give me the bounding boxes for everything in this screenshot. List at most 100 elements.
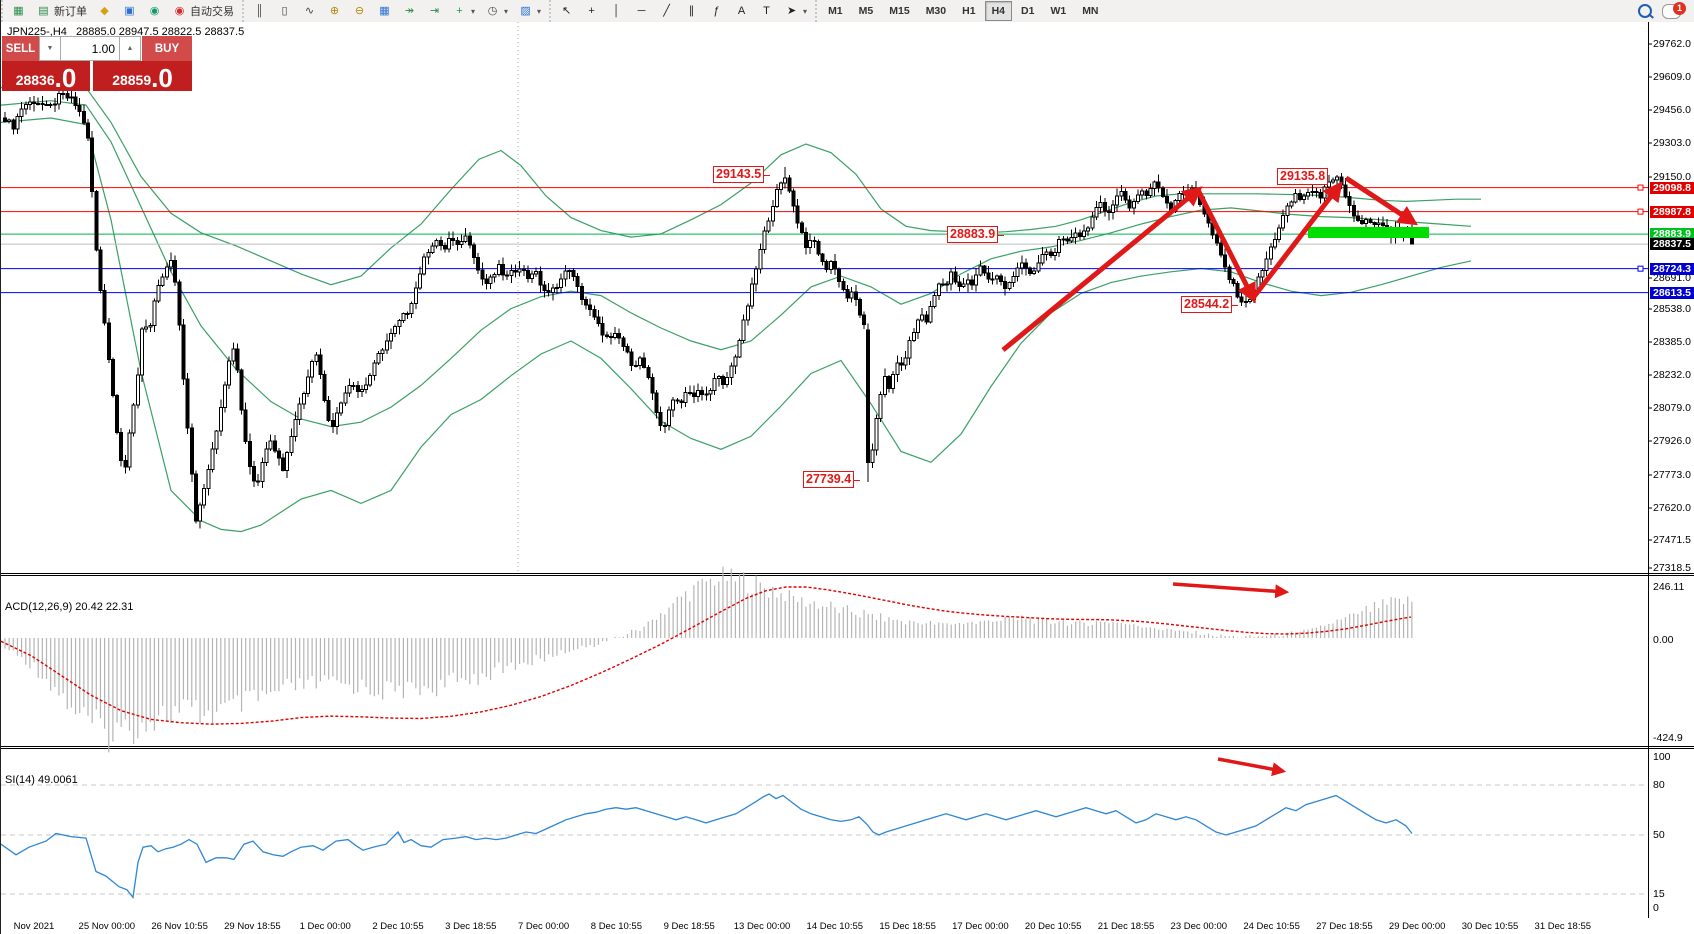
candles <box>3 86 1414 529</box>
trend-arrow <box>1195 188 1256 304</box>
price-tick: 27773.0 <box>1653 469 1691 481</box>
chart-plus-icon: ▦ <box>13 4 24 17</box>
sell-price-main: 28836 <box>15 72 55 88</box>
price-tick: 28385.0 <box>1653 336 1691 348</box>
macd-scale-tick: 0.00 <box>1653 634 1674 646</box>
price-annotation[interactable]: 29135.8 <box>1277 168 1329 185</box>
macd-scale-tick: -424.9 <box>1653 732 1683 744</box>
time-label: 1 Dec 00:00 <box>299 921 351 932</box>
time-label: 25 Nov 00:00 <box>78 921 136 932</box>
arrows-button[interactable]: ➤ ▾ <box>779 1 812 22</box>
sell-button[interactable]: SELL <box>2 36 39 61</box>
timeframe-m5-button[interactable]: M5 <box>858 5 874 17</box>
price-tick: 28691.0 <box>1653 272 1691 284</box>
arrows-icon: ➤ <box>786 4 797 17</box>
chat-icon[interactable]: 1 <box>1662 1 1686 19</box>
charts-toolbar-group: ║ ▯ ∿ ⊕ ⊖ ▦ ↠ ⇥ + ▾ ◷ ▾ ▨ ▾ <box>242 0 549 22</box>
buy-button[interactable]: BUY <box>142 36 192 61</box>
fibonacci-button[interactable]: ƒ <box>704 1 729 22</box>
price-tick: 27926.0 <box>1653 435 1691 447</box>
timeframe-mn-button[interactable]: MN <box>1082 5 1099 17</box>
vertical-line-button[interactable]: │ <box>604 1 629 22</box>
tile-windows-button[interactable]: ▦ <box>372 1 397 22</box>
templates-button[interactable]: ▨ ▾ <box>513 1 546 22</box>
chevron-down-icon: ▾ <box>471 6 476 16</box>
timeframe-w1-button[interactable]: W1 <box>1050 5 1067 17</box>
robot-button[interactable]: ◉ 自动交易 <box>167 1 239 22</box>
price-badge: 28883.9 <box>1650 228 1694 240</box>
ohlc-values: 28885.0 28947.5 28822.5 28837.5 <box>75 26 245 38</box>
timeframe-h4-button[interactable]: H4 <box>984 1 1012 21</box>
price-annotation[interactable]: 28544.2 <box>1181 296 1239 313</box>
zoom-in-icon: ⊕ <box>329 4 340 17</box>
time-label: 7 Dec 00:00 <box>517 921 570 932</box>
channel-icon: ∥ <box>688 4 695 17</box>
tile-windows-icon: ▦ <box>379 4 390 17</box>
channel-button[interactable]: ∥ <box>679 1 704 22</box>
text-label-button[interactable]: T <box>754 1 779 22</box>
chart-shift-icon: ⇥ <box>429 4 440 17</box>
crosshair-button[interactable]: + <box>579 1 604 22</box>
chevron-down-icon: ▾ <box>803 6 808 16</box>
search-icon[interactable] <box>1638 4 1652 18</box>
timeframe-d1-button[interactable]: D1 <box>1021 5 1035 17</box>
auto-scroll-button[interactable]: ↠ <box>397 1 422 22</box>
volume-increase-button[interactable]: ▲ <box>119 36 141 61</box>
horizontal-line-button[interactable]: ─ <box>629 1 654 22</box>
bar-chart-button[interactable]: ║ <box>247 1 272 22</box>
chart-shift-button[interactable]: ⇥ <box>422 1 447 22</box>
time-label: 20 Dec 10:55 <box>1024 921 1082 932</box>
signal-button[interactable]: ◉ <box>142 1 167 22</box>
templates-icon: ▨ <box>520 4 531 17</box>
chart-plus-button[interactable]: ▦ <box>6 1 31 22</box>
trendline-button[interactable]: ╱ <box>654 1 679 22</box>
periods-icon: ◷ <box>487 4 498 17</box>
buy-price-frac: .0 <box>151 63 173 93</box>
rsi-scale-tick: 80 <box>1653 779 1665 791</box>
crosshair-icon: + <box>588 4 595 17</box>
price-badge: 28837.5 <box>1650 238 1694 250</box>
symbol-timeframe-label: JPN225-,H4 <box>7 26 67 38</box>
price-tick: 29150.0 <box>1653 171 1691 183</box>
zoom-in-button[interactable]: ⊕ <box>322 1 347 22</box>
timeframe-h1-button[interactable]: H1 <box>962 5 976 17</box>
line-chart-icon: ∿ <box>304 4 315 17</box>
candlestick-chart-button[interactable]: ▯ <box>272 1 297 22</box>
zoom-out-button[interactable]: ⊖ <box>347 1 372 22</box>
text-button[interactable]: A <box>729 1 754 22</box>
price-badge: 28613.5 <box>1650 287 1694 299</box>
timeframe-m15-button[interactable]: M15 <box>889 5 910 17</box>
time-label: 15 Dec 18:55 <box>879 921 936 932</box>
timeframe-m1-button[interactable]: M1 <box>828 5 843 17</box>
diamond-button[interactable]: ◆ <box>92 1 117 22</box>
price-annotation[interactable]: 29143.5 <box>713 166 771 183</box>
text-label-icon: T <box>763 4 770 17</box>
chevron-down-icon: ▾ <box>504 6 509 16</box>
buy-price[interactable]: 28859 .0 <box>93 61 192 91</box>
text-icon: A <box>737 4 746 17</box>
indicators-icon: + <box>456 4 463 17</box>
timeframe-m30-button[interactable]: M30 <box>925 5 947 17</box>
time-label: 30 Dec 10:55 <box>1461 921 1519 932</box>
chart-area[interactable]: ACD(12,26,9) 20.42 22.31 SI(14) 49.0061 … <box>1 22 1694 934</box>
sell-price[interactable]: 28836 .0 <box>2 61 90 91</box>
price-annotation[interactable]: 27739.4 <box>803 471 861 488</box>
time-label: Nov 2021 <box>13 921 55 932</box>
rsi-scale-tick: 50 <box>1653 829 1665 841</box>
bollinger-upper <box>1 82 1481 286</box>
rsi-scale-tick: 0 <box>1653 902 1659 914</box>
monitor-icon: ▣ <box>124 4 135 17</box>
line-chart-button[interactable]: ∿ <box>297 1 322 22</box>
rsi-trend-arrow <box>1217 757 1287 777</box>
volume-input[interactable]: 1.00 <box>61 36 119 61</box>
volume-decrease-button[interactable]: ▼ <box>39 36 61 61</box>
indicators-button[interactable]: + ▾ <box>447 1 480 22</box>
price-tick: 28079.0 <box>1653 402 1691 414</box>
time-label: 24 Dec 10:55 <box>1243 921 1300 932</box>
price-annotation[interactable]: 28883.9 <box>947 226 1005 243</box>
monitor-button[interactable]: ▣ <box>117 1 142 22</box>
doc-plus-button[interactable]: ▤ 新订单 <box>31 1 92 22</box>
periods-button[interactable]: ◷ ▾ <box>480 1 513 22</box>
time-label: 3 Dec 18:55 <box>445 921 497 932</box>
cursor-button[interactable]: ↖ <box>554 1 579 22</box>
